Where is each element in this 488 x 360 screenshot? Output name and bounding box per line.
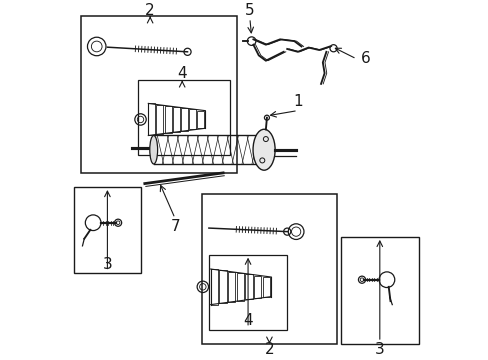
Text: 4: 4 bbox=[177, 66, 186, 81]
Bar bbox=[156, 105, 163, 134]
Text: 5: 5 bbox=[244, 3, 254, 18]
Text: 6: 6 bbox=[360, 51, 370, 67]
Text: 3: 3 bbox=[102, 257, 112, 272]
Text: 3: 3 bbox=[374, 342, 384, 357]
Text: 2: 2 bbox=[264, 342, 274, 357]
Bar bbox=[73, 187, 141, 273]
Bar bbox=[189, 109, 196, 130]
Ellipse shape bbox=[149, 135, 157, 164]
Bar bbox=[340, 237, 418, 344]
Bar bbox=[202, 194, 336, 344]
Bar bbox=[172, 107, 179, 132]
Bar bbox=[253, 276, 261, 298]
Text: 2: 2 bbox=[145, 3, 155, 18]
Bar bbox=[210, 269, 218, 305]
Bar bbox=[81, 16, 237, 173]
Bar bbox=[219, 270, 226, 303]
Bar bbox=[138, 80, 230, 155]
Text: 7: 7 bbox=[170, 219, 180, 234]
Bar bbox=[208, 255, 286, 329]
Bar bbox=[148, 103, 155, 135]
Bar bbox=[227, 272, 235, 302]
Ellipse shape bbox=[252, 129, 275, 170]
Bar bbox=[164, 106, 171, 133]
Text: 4: 4 bbox=[243, 313, 252, 328]
Bar bbox=[262, 277, 269, 297]
Bar bbox=[197, 111, 203, 128]
Bar bbox=[181, 108, 187, 131]
Bar bbox=[236, 273, 244, 301]
Bar bbox=[245, 274, 252, 299]
Text: 1: 1 bbox=[292, 94, 302, 109]
